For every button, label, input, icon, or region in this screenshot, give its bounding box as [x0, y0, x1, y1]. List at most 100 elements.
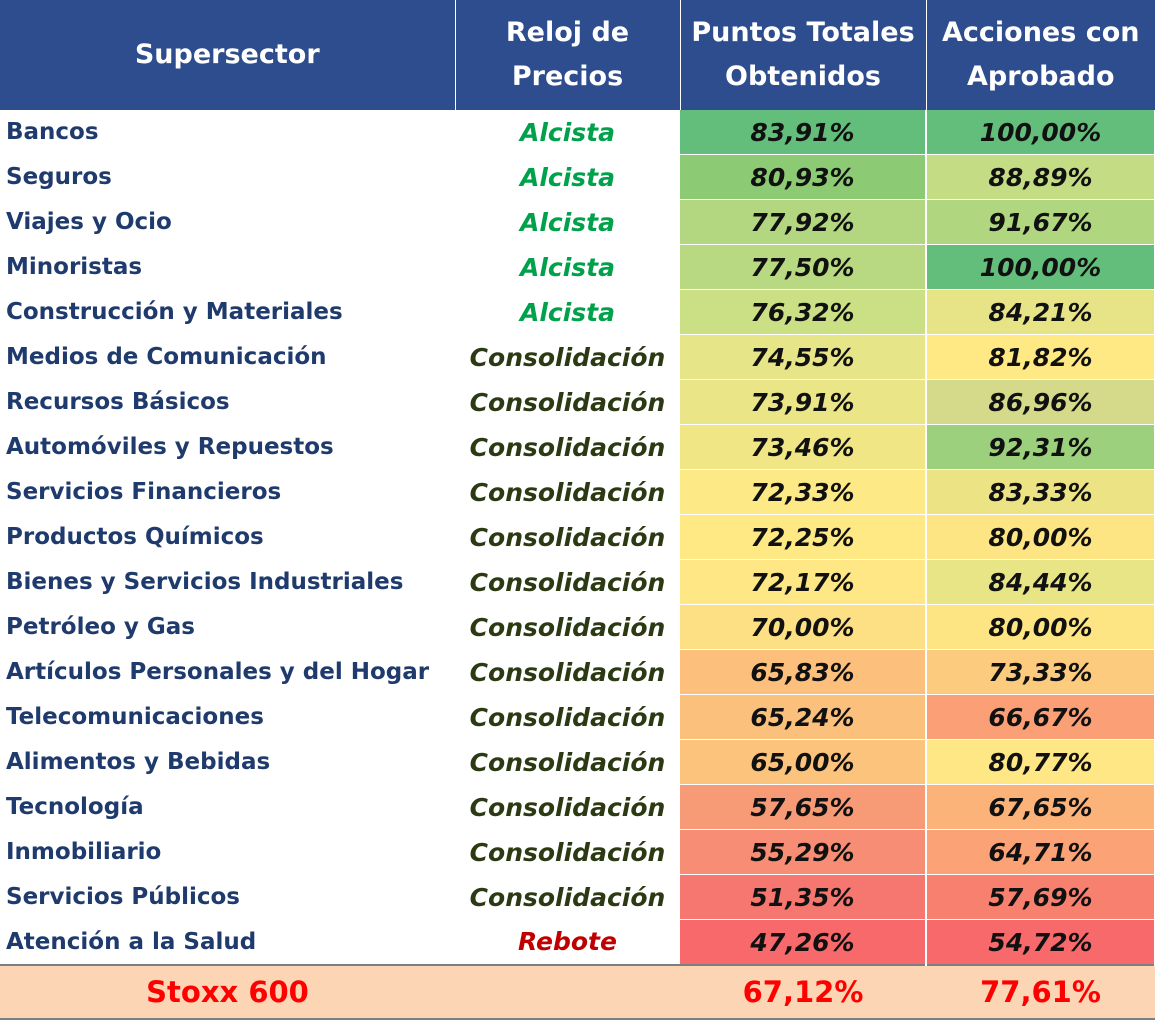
- acciones-aprobado-value: 88,89%: [926, 154, 1155, 200]
- price-clock-status: Alcista: [519, 207, 615, 237]
- table-row: Construcción y Materiales Alcista 76,32% 84…: [0, 289, 1155, 335]
- table-row: Viajes y Ocio Alcista 77,92% 91,67%: [0, 199, 1155, 245]
- table-row: Medios de Comunicación Consolidación 74,55…: [0, 334, 1155, 380]
- total-puntos: 67,12%: [680, 964, 926, 1020]
- table-row: Minoristas Alcista 77,50% 100,00%: [0, 244, 1155, 290]
- supersector-name: Servicios Públicos: [6, 884, 240, 910]
- acciones-aprobado-value: 84,21%: [926, 289, 1155, 335]
- puntos-totales-value: 70,00%: [680, 604, 927, 650]
- puntos-totales-value: 51,35%: [680, 874, 927, 920]
- table-row: Servicios Financieros Consolidación 72,33%…: [0, 469, 1155, 515]
- supersector-name: Artículos Personales y del Hogar: [6, 659, 430, 685]
- table-row: Alimentos y Bebidas Consolidación 65,00% 80…: [0, 739, 1155, 785]
- puntos-totales-value: 76,32%: [680, 289, 927, 335]
- puntos-totales-value: 65,00%: [680, 739, 927, 785]
- supersector-name: Tecnología: [6, 794, 144, 820]
- supersector-name: Minoristas: [6, 254, 143, 280]
- table-body: Bancos Alcista 83,91% 100,00% Seguros Alcista…: [0, 110, 1155, 966]
- table-row: Recursos Básicos Consolidación 73,91% 86,96…: [0, 379, 1155, 425]
- table-header: Supersector Reloj de Precios Puntos Total…: [0, 0, 1155, 110]
- supersector-name: Automóviles y Repuestos: [6, 434, 334, 460]
- header-reloj-de-precios: Reloj de Precios: [455, 0, 681, 110]
- acciones-aprobado-value: 92,31%: [926, 424, 1155, 470]
- acciones-aprobado-value: 66,67%: [926, 694, 1155, 740]
- table-row: Bancos Alcista 83,91% 100,00%: [0, 110, 1155, 155]
- price-clock-status: Consolidación: [469, 837, 666, 867]
- puntos-totales-value: 73,46%: [680, 424, 927, 470]
- total-name: Stoxx 600: [0, 964, 455, 1020]
- price-clock-status: Consolidación: [469, 882, 666, 912]
- supersector-name: Productos Químicos: [6, 524, 264, 550]
- price-clock-status: Consolidación: [469, 657, 666, 687]
- acciones-aprobado-value: 81,82%: [926, 334, 1155, 380]
- supersector-name: Bancos: [6, 119, 99, 146]
- supersector-name: Recursos Básicos: [6, 389, 230, 415]
- price-clock-status: Consolidación: [469, 432, 666, 462]
- acciones-aprobado-value: 67,65%: [926, 784, 1155, 830]
- total-row: Stoxx 600 67,12% 77,61%: [0, 964, 1155, 1020]
- table-row: Seguros Alcista 80,93% 88,89%: [0, 154, 1155, 200]
- header-acciones-aprobado: Acciones con Aprobado: [926, 0, 1155, 110]
- puntos-totales-value: 77,92%: [680, 199, 927, 245]
- acciones-aprobado-value: 83,33%: [926, 469, 1155, 515]
- puntos-totales-value: 57,65%: [680, 784, 927, 830]
- table-footer: Stoxx 600 67,12% 77,61%: [0, 964, 1155, 1020]
- puntos-totales-value: 65,24%: [680, 694, 927, 740]
- price-clock-status: Consolidación: [469, 702, 666, 732]
- supersector-name: Telecomunicaciones: [6, 704, 264, 730]
- total-clock: [455, 964, 680, 1020]
- price-clock-status: Consolidación: [469, 747, 666, 777]
- acciones-aprobado-value: 86,96%: [926, 379, 1155, 425]
- supersector-name: Atención a la Salud: [6, 928, 257, 955]
- price-clock-status: Alcista: [519, 297, 615, 327]
- price-clock-status: Rebote: [518, 927, 617, 957]
- total-acciones: 77,61%: [926, 964, 1155, 1020]
- puntos-totales-value: 47,26%: [680, 919, 927, 966]
- table-row: Productos Químicos Consolidación 72,25% 80,…: [0, 514, 1155, 560]
- price-clock-status: Consolidación: [469, 387, 666, 417]
- table-row: Tecnología Consolidación 57,65% 67,65%: [0, 784, 1155, 830]
- table-row: Bienes y Servicios Industriales Consolida…: [0, 559, 1155, 605]
- puntos-totales-value: 73,91%: [680, 379, 927, 425]
- header-supersector: Supersector: [0, 0, 456, 110]
- acciones-aprobado-value: 73,33%: [926, 649, 1155, 695]
- acciones-aprobado-value: 54,72%: [926, 919, 1155, 966]
- price-clock-status: Consolidación: [469, 522, 666, 552]
- supersector-name: Construcción y Materiales: [6, 299, 343, 325]
- price-clock-status: Alcista: [519, 162, 615, 192]
- table-row: Servicios Públicos Consolidación 51,35% 57,…: [0, 874, 1155, 920]
- table-row: Inmobiliario Consolidación 55,29% 64,71%: [0, 829, 1155, 875]
- supersector-name: Servicios Financieros: [6, 479, 282, 505]
- table-row: Telecomunicaciones Consolidación 65,24% 66,…: [0, 694, 1155, 740]
- acciones-aprobado-value: 80,00%: [926, 604, 1155, 650]
- supersector-name: Seguros: [6, 164, 112, 190]
- price-clock-status: Alcista: [519, 252, 615, 282]
- puntos-totales-value: 72,33%: [680, 469, 927, 515]
- supersector-name: Bienes y Servicios Industriales: [6, 569, 404, 595]
- supersector-name: Petróleo y Gas: [6, 614, 195, 640]
- puntos-totales-value: 72,25%: [680, 514, 927, 560]
- price-clock-status: Consolidación: [469, 567, 666, 597]
- header-puntos-totales: Puntos Totales Obtenidos: [680, 0, 927, 110]
- puntos-totales-value: 65,83%: [680, 649, 927, 695]
- acciones-aprobado-value: 57,69%: [926, 874, 1155, 920]
- puntos-totales-value: 80,93%: [680, 154, 927, 200]
- table-row: Petróleo y Gas Consolidación 70,00% 80,00%: [0, 604, 1155, 650]
- supersector-name: Viajes y Ocio: [6, 209, 172, 235]
- acciones-aprobado-value: 64,71%: [926, 829, 1155, 875]
- acciones-aprobado-value: 100,00%: [926, 244, 1155, 290]
- supersector-name: Alimentos y Bebidas: [6, 749, 271, 775]
- acciones-aprobado-value: 91,67%: [926, 199, 1155, 245]
- puntos-totales-value: 72,17%: [680, 559, 927, 605]
- acciones-aprobado-value: 80,77%: [926, 739, 1155, 785]
- puntos-totales-value: 83,91%: [680, 110, 927, 155]
- price-clock-status: Consolidación: [469, 477, 666, 507]
- price-clock-status: Consolidación: [469, 792, 666, 822]
- acciones-aprobado-value: 100,00%: [926, 110, 1155, 155]
- puntos-totales-value: 74,55%: [680, 334, 927, 380]
- acciones-aprobado-value: 80,00%: [926, 514, 1155, 560]
- table-row: Atención a la Salud Rebote 47,26% 54,72%: [0, 919, 1155, 966]
- table-row: Automóviles y Repuestos Consolidación 73,4…: [0, 424, 1155, 470]
- price-clock-status: Alcista: [519, 117, 615, 147]
